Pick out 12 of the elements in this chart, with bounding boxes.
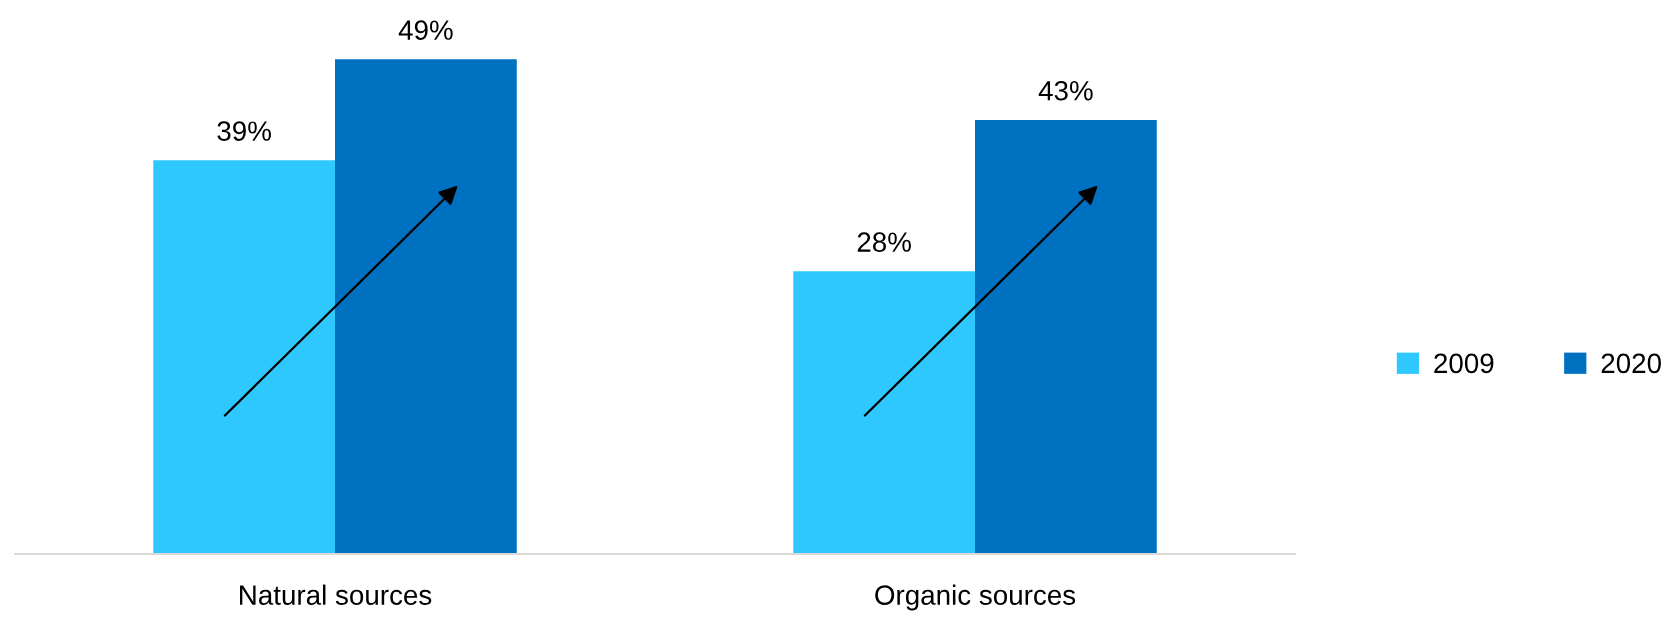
data-label: 39%	[217, 121, 271, 141]
bar	[975, 119, 1157, 554]
data-label: 49%	[398, 20, 453, 40]
legend-label: 2009	[1434, 353, 1494, 374]
bar	[153, 160, 335, 554]
x-tick-label: Natural sources	[240, 584, 432, 605]
data-label: 28%	[857, 232, 911, 252]
data-label: 43%	[1038, 80, 1093, 101]
x-tick-label: Organic sources	[875, 584, 1076, 611]
bar	[335, 59, 517, 554]
legend-label: 2020	[1601, 353, 1661, 374]
bar	[793, 271, 975, 554]
